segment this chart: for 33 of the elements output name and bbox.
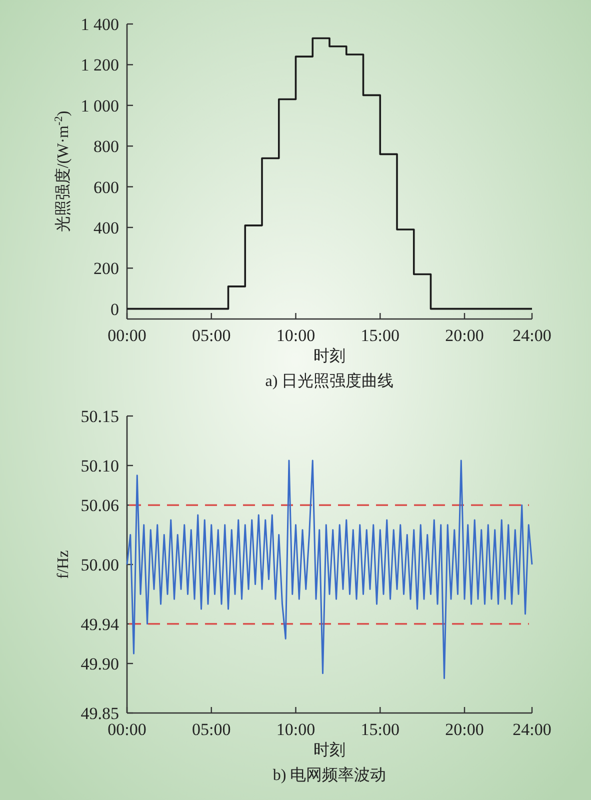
- text: b) 电网频率波动: [272, 766, 386, 784]
- y-tick-label: 50.00: [80, 556, 119, 574]
- x-tick-label: 10:00: [276, 326, 316, 345]
- x-tick-label: 20:00: [445, 720, 484, 739]
- x-tick-label: 05:00: [192, 326, 231, 345]
- x-tick-label: 05:00: [192, 720, 231, 739]
- x-tick-label: 00:00: [108, 326, 146, 345]
- x-tick-label: 24:00: [512, 720, 552, 739]
- text: a) 日光照强度曲线: [265, 372, 394, 390]
- y-tick-label: 0: [110, 300, 119, 319]
- x-tick-label: 15:00: [360, 720, 400, 739]
- y-tick-label: 50.06: [80, 496, 119, 516]
- y-tick-label: 1 000: [80, 96, 119, 116]
- y-tick-label: 49.90: [80, 654, 119, 674]
- x-tick-label: 10:00: [276, 720, 316, 739]
- y-tick-label: 50.15: [80, 407, 119, 426]
- y-tick-label: 1 200: [80, 56, 119, 75]
- y-tick-label: 800: [94, 137, 119, 156]
- y-tick-label: 200: [94, 259, 119, 278]
- y-axis-title: f/Hz: [55, 550, 72, 579]
- x-tick-label: 20:00: [445, 326, 484, 345]
- y-tick-label: 1 400: [80, 15, 119, 34]
- x-tick-label: 24:00: [512, 326, 552, 345]
- y-tick-label: 600: [94, 178, 119, 197]
- x-tick-label: 15:00: [360, 326, 400, 345]
- y-tick-label: 49.94: [80, 614, 120, 634]
- x-axis-title: 时刻: [314, 347, 346, 365]
- y-tick-label: 50.10: [80, 456, 119, 476]
- y-tick-label: 400: [94, 218, 119, 238]
- x-axis-title: 时刻: [314, 741, 346, 759]
- y-tick-label: 49.85: [80, 704, 119, 723]
- x-tick-label: 00:00: [108, 720, 146, 739]
- line-series: [126, 460, 533, 680]
